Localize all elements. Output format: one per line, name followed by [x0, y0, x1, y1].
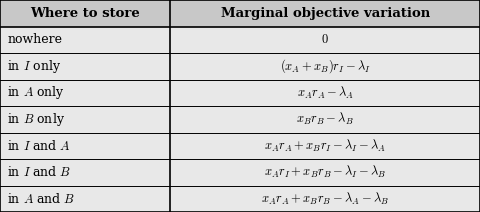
Text: in $\mathit{A}$ and $\mathit{B}$: in $\mathit{A}$ and $\mathit{B}$	[7, 192, 75, 206]
Bar	[0, 80, 170, 106]
Text: in $\mathit{I}$ only: in $\mathit{I}$ only	[7, 58, 61, 75]
Text: in $\mathit{I}$ and $\mathit{A}$: in $\mathit{I}$ and $\mathit{A}$	[7, 139, 71, 153]
Text: $x_A r_A + x_B r_B - \lambda_A - \lambda_B$: $x_A r_A + x_B r_B - \lambda_A - \lambda…	[261, 191, 389, 207]
Bar	[170, 80, 480, 106]
Text: in $\mathit{I}$ and $\mathit{B}$: in $\mathit{I}$ and $\mathit{B}$	[7, 165, 72, 179]
Bar	[170, 186, 480, 212]
Text: $(x_A + x_B)r_I - \lambda_I$: $(x_A + x_B)r_I - \lambda_I$	[280, 57, 371, 75]
Bar	[0, 132, 170, 159]
Text: $x_A r_A - \lambda_A$: $x_A r_A - \lambda_A$	[297, 85, 354, 101]
Bar	[0, 26, 170, 53]
Text: in $\mathit{A}$ only: in $\mathit{A}$ only	[7, 84, 65, 101]
Bar	[170, 106, 480, 132]
Text: $x_A r_I + x_B r_B - \lambda_I - \lambda_B$: $x_A r_I + x_B r_B - \lambda_I - \lambda…	[264, 164, 386, 180]
Bar	[0, 0, 170, 26]
Text: in $\mathit{B}$ only: in $\mathit{B}$ only	[7, 111, 65, 128]
Text: $x_A r_A + x_B r_I - \lambda_I - \lambda_A$: $x_A r_A + x_B r_I - \lambda_I - \lambda…	[264, 138, 386, 154]
Bar	[0, 186, 170, 212]
Text: Marginal objective variation: Marginal objective variation	[221, 7, 430, 20]
Bar	[170, 53, 480, 80]
Bar	[170, 159, 480, 186]
Bar	[0, 159, 170, 186]
Bar	[0, 106, 170, 132]
Bar	[170, 0, 480, 26]
Text: $x_B r_B - \lambda_B$: $x_B r_B - \lambda_B$	[296, 111, 354, 127]
Text: $0$: $0$	[321, 33, 329, 46]
Bar	[170, 132, 480, 159]
Text: Where to store: Where to store	[30, 7, 140, 20]
Bar	[170, 26, 480, 53]
Bar	[0, 53, 170, 80]
Text: nowhere: nowhere	[7, 33, 62, 46]
